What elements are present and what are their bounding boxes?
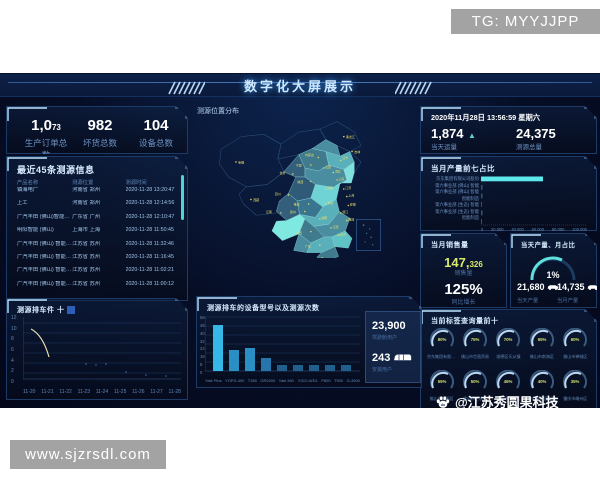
svg-text:内蒙古: 内蒙古 <box>305 152 314 157</box>
svg-text:50%: 50% <box>471 379 480 384</box>
svg-text:四川: 四川 <box>275 192 281 196</box>
svg-text:新疆: 新疆 <box>238 160 244 165</box>
svg-text:75%: 75% <box>471 337 480 342</box>
svg-text:福建: 福建 <box>348 216 354 221</box>
svg-text:60%: 60% <box>571 337 580 342</box>
svg-text:广西: 广西 <box>296 230 302 235</box>
svg-text:河南: 河南 <box>327 185 333 190</box>
svg-text:浙江: 浙江 <box>342 209 348 214</box>
svg-text:台湾: 台湾 <box>340 231 346 236</box>
svg-text:辽宁: 辽宁 <box>342 155 348 160</box>
svg-text:山东: 山东 <box>339 176 345 181</box>
svg-text:江西: 江西 <box>333 224 339 229</box>
svg-text:65%: 65% <box>538 337 547 342</box>
svg-text:广东: 广东 <box>305 243 311 248</box>
svg-text:宁夏: 宁夏 <box>296 163 302 168</box>
svg-text:江苏: 江苏 <box>345 185 351 190</box>
svg-text:河北: 河北 <box>335 169 341 174</box>
svg-text:35%: 35% <box>571 379 580 384</box>
svg-text:西藏: 西藏 <box>253 197 259 202</box>
svg-text:80%: 80% <box>437 337 446 342</box>
svg-text:山西: 山西 <box>325 164 331 169</box>
svg-text:黑龙江: 黑龙江 <box>346 134 355 139</box>
svg-text:湖北: 湖北 <box>327 200 333 205</box>
svg-text:55%: 55% <box>437 379 446 384</box>
svg-text:云南: 云南 <box>266 209 272 214</box>
svg-text:陕西: 陕西 <box>297 179 303 184</box>
svg-text:上海: 上海 <box>348 192 354 197</box>
svg-text:70%: 70% <box>504 337 513 342</box>
svg-text:45%: 45% <box>504 379 513 384</box>
svg-text:甘肃: 甘肃 <box>279 170 285 175</box>
svg-text:du: du <box>441 403 445 407</box>
svg-text:重庆: 重庆 <box>294 201 300 206</box>
svg-text:吉林: 吉林 <box>354 149 360 154</box>
svg-text:1%: 1% <box>546 270 559 280</box>
svg-text:40%: 40% <box>538 379 547 384</box>
svg-text:安徽: 安徽 <box>350 201 356 206</box>
svg-text:湖南: 湖南 <box>321 215 327 220</box>
svg-text:贵州: 贵州 <box>290 209 296 214</box>
